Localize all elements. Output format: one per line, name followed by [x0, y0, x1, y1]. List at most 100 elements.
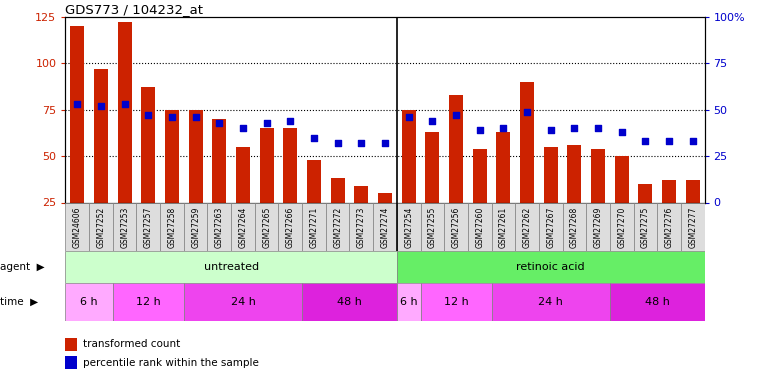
Text: GSM27253: GSM27253 — [120, 206, 129, 248]
Text: GSM27262: GSM27262 — [523, 206, 531, 248]
Point — [332, 140, 344, 146]
Text: 24 h: 24 h — [230, 297, 256, 307]
Text: GSM27258: GSM27258 — [167, 206, 176, 248]
Bar — [591, 148, 605, 249]
Text: GSM24606: GSM24606 — [73, 206, 82, 248]
Point — [213, 120, 226, 126]
Text: GSM27268: GSM27268 — [570, 206, 579, 248]
Bar — [662, 180, 676, 249]
Point — [166, 114, 178, 120]
Bar — [65, 202, 89, 251]
Bar — [213, 119, 226, 249]
Text: GSM27260: GSM27260 — [475, 206, 484, 248]
Bar — [586, 202, 610, 251]
Bar — [491, 283, 610, 321]
Text: 12 h: 12 h — [444, 297, 468, 307]
Bar — [65, 338, 77, 351]
Text: GSM27267: GSM27267 — [546, 206, 555, 248]
Point — [568, 125, 581, 131]
Bar — [302, 283, 397, 321]
Bar — [165, 110, 179, 249]
Bar — [189, 110, 203, 249]
Point — [450, 112, 462, 118]
Bar — [473, 148, 487, 249]
Text: 6 h: 6 h — [400, 297, 417, 307]
Text: GSM27274: GSM27274 — [380, 206, 390, 248]
Bar — [279, 202, 302, 251]
Text: percentile rank within the sample: percentile rank within the sample — [83, 358, 259, 368]
Bar — [402, 110, 416, 249]
Bar — [326, 202, 350, 251]
Point — [379, 140, 391, 146]
Point — [95, 103, 107, 109]
Bar — [259, 128, 274, 249]
Point — [639, 138, 651, 144]
Bar — [544, 147, 557, 249]
Bar — [539, 202, 563, 251]
Text: GDS773 / 104232_at: GDS773 / 104232_at — [65, 3, 203, 16]
Bar — [184, 283, 302, 321]
Text: GSM27273: GSM27273 — [357, 206, 366, 248]
Bar — [160, 202, 184, 251]
Bar — [685, 180, 700, 249]
Bar — [610, 202, 634, 251]
Point — [592, 125, 604, 131]
Point — [497, 125, 510, 131]
Text: GSM27270: GSM27270 — [618, 206, 626, 248]
Text: untreated: untreated — [203, 262, 259, 272]
Bar — [373, 202, 397, 251]
Point — [284, 118, 296, 124]
Bar — [610, 283, 705, 321]
Bar — [354, 186, 368, 249]
Bar — [65, 356, 77, 369]
Bar — [255, 202, 279, 251]
Point — [189, 114, 202, 120]
Text: GSM27256: GSM27256 — [451, 206, 460, 248]
Bar — [681, 202, 705, 251]
Bar — [444, 202, 468, 251]
Text: 24 h: 24 h — [538, 297, 563, 307]
Text: agent  ▶: agent ▶ — [0, 262, 45, 272]
Bar — [520, 82, 534, 249]
Bar — [112, 202, 136, 251]
Text: 12 h: 12 h — [136, 297, 161, 307]
Bar — [118, 22, 132, 249]
Bar — [567, 145, 581, 249]
Point — [663, 138, 675, 144]
Bar — [496, 132, 511, 249]
Bar — [638, 184, 652, 249]
Text: GSM27265: GSM27265 — [262, 206, 271, 248]
Bar — [89, 202, 112, 251]
Bar — [420, 283, 491, 321]
Text: GSM27269: GSM27269 — [594, 206, 603, 248]
Point — [687, 138, 699, 144]
Point — [142, 112, 155, 118]
Bar — [330, 178, 345, 249]
Bar — [425, 132, 440, 249]
Text: GSM27271: GSM27271 — [310, 206, 319, 248]
Bar — [350, 202, 373, 251]
Text: time  ▶: time ▶ — [0, 297, 38, 307]
Bar — [397, 283, 420, 321]
Point — [474, 127, 486, 133]
Point — [403, 114, 415, 120]
Bar — [136, 202, 160, 251]
Text: GSM27275: GSM27275 — [641, 206, 650, 248]
Point — [521, 108, 533, 114]
Bar — [236, 147, 250, 249]
Text: GSM27261: GSM27261 — [499, 206, 508, 248]
Bar — [94, 69, 108, 249]
Bar — [65, 283, 112, 321]
Bar — [397, 202, 420, 251]
Bar — [614, 156, 629, 249]
Point — [260, 120, 273, 126]
Bar — [563, 202, 586, 251]
Text: GSM27257: GSM27257 — [144, 206, 152, 248]
Text: GSM27266: GSM27266 — [286, 206, 295, 248]
Bar — [515, 202, 539, 251]
Bar — [141, 87, 156, 249]
Text: 48 h: 48 h — [337, 297, 362, 307]
Bar — [634, 202, 658, 251]
Bar — [378, 193, 392, 249]
Point — [426, 118, 438, 124]
